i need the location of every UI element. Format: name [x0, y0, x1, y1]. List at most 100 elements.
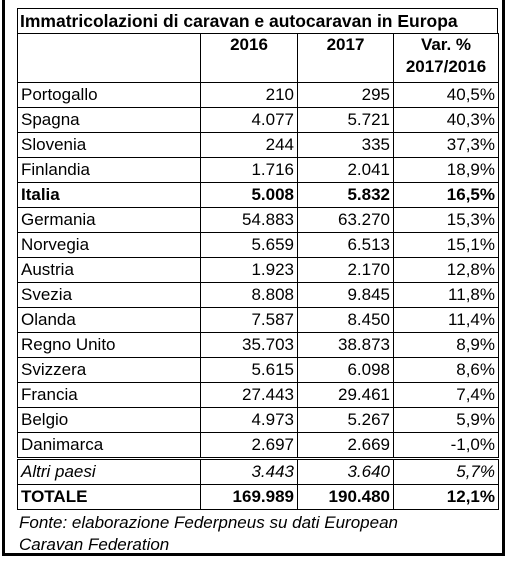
cell: 3.443 — [200, 457, 298, 485]
row-label: Spagna — [17, 107, 201, 133]
table-row: Svizzera 5.615 6.098 8,6% — [17, 357, 499, 383]
table-row: TOTALE 169.989 190.480 12,1% — [17, 484, 499, 510]
footnote-line: Fonte: elaborazione Federpneus su dati E… — [19, 513, 398, 532]
cell: 12,8% — [393, 257, 499, 283]
cell: 244 — [200, 132, 298, 158]
cell: 5.008 — [200, 182, 298, 208]
cell: 5.615 — [200, 357, 298, 383]
row-label: Svezia — [17, 282, 201, 308]
cell: 4.973 — [200, 407, 298, 433]
cell: 190.480 — [297, 484, 394, 510]
row-label: Svizzera — [17, 357, 201, 383]
cell: 29.461 — [297, 382, 394, 408]
cell: 8.450 — [297, 307, 394, 333]
cell: 1.923 — [200, 257, 298, 283]
row-label: Finlandia — [17, 157, 201, 183]
header-cell — [17, 33, 201, 83]
cell: 5.721 — [297, 107, 394, 133]
header-cell: 2016 — [200, 33, 298, 83]
footnote: Fonte: elaborazione Federpneus su dati E… — [17, 512, 498, 556]
cell: 54.883 — [200, 207, 298, 233]
cell: 38.873 — [297, 332, 394, 358]
row-label: Italia — [17, 182, 201, 208]
cell: 7.587 — [200, 307, 298, 333]
cell: 35.703 — [200, 332, 298, 358]
table: 2016 2017 Var. % 2017/2016 Portogallo 210… — [17, 33, 499, 510]
header-cell: Var. % 2017/2016 — [393, 33, 499, 83]
cell: 15,3% — [393, 207, 499, 233]
cell: 63.270 — [297, 207, 394, 233]
cell: 2.669 — [297, 432, 394, 459]
cell: 37,3% — [393, 132, 499, 158]
cell: 295 — [297, 82, 394, 108]
cell: 12,1% — [393, 484, 499, 510]
table-body: Portogallo 210 295 40,5% Spagna 4.077 5.721 40,… — [17, 82, 499, 510]
cell: 9.845 — [297, 282, 394, 308]
cell: 169.989 — [200, 484, 298, 510]
table-row: Altri paesi 3.443 3.640 5,7% — [17, 457, 499, 485]
header-row: 2016 2017 Var. % 2017/2016 — [17, 33, 499, 83]
header-line: 2017/2016 — [405, 57, 487, 76]
cell: 3.640 — [297, 457, 394, 485]
row-label: Germania — [17, 207, 201, 233]
cell: 335 — [297, 132, 394, 158]
cell: 5.267 — [297, 407, 394, 433]
header-cell: 2017 — [297, 33, 394, 83]
table-row: Danimarca 2.697 2.669 -1,0% — [17, 432, 499, 459]
cell: 8,9% — [393, 332, 499, 358]
cell: 2.170 — [297, 257, 394, 283]
row-label: Portogallo — [17, 82, 201, 108]
cell: 6.513 — [297, 232, 394, 258]
cell: 8.808 — [200, 282, 298, 308]
table-row: Svezia 8.808 9.845 11,8% — [17, 282, 499, 308]
row-label: Danimarca — [17, 432, 201, 459]
cell: 5.832 — [297, 182, 394, 208]
cell: 15,1% — [393, 232, 499, 258]
cell: 5,9% — [393, 407, 499, 433]
row-label: TOTALE — [17, 484, 201, 510]
cell: 18,9% — [393, 157, 499, 183]
table-row: Spagna 4.077 5.721 40,3% — [17, 107, 499, 133]
cell: 8,6% — [393, 357, 499, 383]
table-row: Norvegia 5.659 6.513 15,1% — [17, 232, 499, 258]
cell: -1,0% — [393, 432, 499, 459]
table-row: Slovenia 244 335 37,3% — [17, 132, 499, 158]
cell: 5,7% — [393, 457, 499, 485]
table-row: Finlandia 1.716 2.041 18,9% — [17, 157, 499, 183]
table-row: Austria 1.923 2.170 12,8% — [17, 257, 499, 283]
cell: 210 — [200, 82, 298, 108]
table-row: Olanda 7.587 8.450 11,4% — [17, 307, 499, 333]
cell: 4.077 — [200, 107, 298, 133]
cell: 40,3% — [393, 107, 499, 133]
footnote-line: Caravan Federation — [19, 535, 170, 554]
cell: 6.098 — [297, 357, 394, 383]
cell: 11,4% — [393, 307, 499, 333]
cell: 40,5% — [393, 82, 499, 108]
row-label: Altri paesi — [17, 457, 201, 485]
row-label: Olanda — [17, 307, 201, 333]
row-label: Slovenia — [17, 132, 201, 158]
row-label: Norvegia — [17, 232, 201, 258]
table-row: Portogallo 210 295 40,5% — [17, 82, 499, 108]
table-row: Belgio 4.973 5.267 5,9% — [17, 407, 499, 433]
cell: 11,8% — [393, 282, 499, 308]
cell: 7,4% — [393, 382, 499, 408]
table-row: Regno Unito 35.703 38.873 8,9% — [17, 332, 499, 358]
row-label: Francia — [17, 382, 201, 408]
cell: 2.041 — [297, 157, 394, 183]
cell: 27.443 — [200, 382, 298, 408]
table-sheet: Immatricolazioni di caravan e autocarava… — [17, 8, 499, 556]
table-row: Italia 5.008 5.832 16,5% — [17, 182, 499, 208]
cell: 2.697 — [200, 432, 298, 459]
row-label: Belgio — [17, 407, 201, 433]
frame — [2, 0, 505, 556]
table-row: Francia 27.443 29.461 7,4% — [17, 382, 499, 408]
header-line: Var. % — [420, 35, 472, 54]
title: Immatricolazioni di caravan e autocarava… — [17, 8, 498, 33]
row-label: Austria — [17, 257, 201, 283]
table-row: Germania 54.883 63.270 15,3% — [17, 207, 499, 233]
cell: 16,5% — [393, 182, 499, 208]
row-label: Regno Unito — [17, 332, 201, 358]
cell: 5.659 — [200, 232, 298, 258]
